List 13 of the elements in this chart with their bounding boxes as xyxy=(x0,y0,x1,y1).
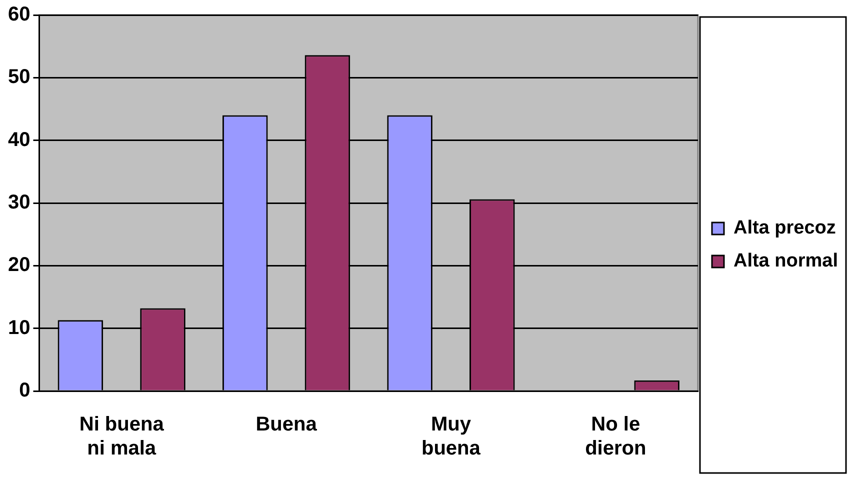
y-tick-label: 0 xyxy=(19,380,30,402)
y-tick-label: 50 xyxy=(8,66,30,88)
legend-label: Alta precoz xyxy=(733,218,836,239)
x-tick-label: Buena xyxy=(256,414,318,436)
y-tick-label: 20 xyxy=(8,254,30,276)
x-tick-label: Ni buena ni mala xyxy=(79,414,165,460)
y-tick-label: 30 xyxy=(8,192,30,214)
y-tick-label: 60 xyxy=(8,4,30,26)
y-tick-label: 10 xyxy=(8,316,30,339)
legend-label: Alta normal xyxy=(733,250,838,272)
y-tick-label: 40 xyxy=(8,128,30,151)
x-tick-label: Muy buena xyxy=(422,414,482,460)
x-tick-label: No le dieron xyxy=(585,414,646,460)
